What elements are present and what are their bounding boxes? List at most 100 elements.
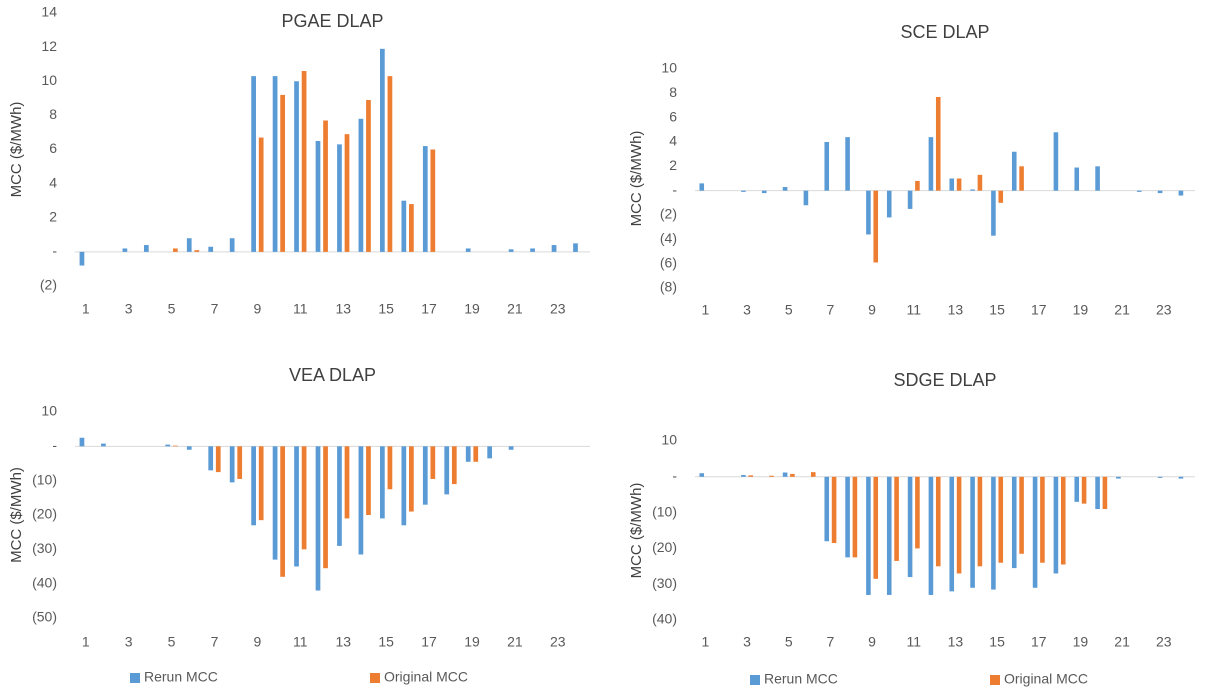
y-tick-label: (10) <box>32 471 57 487</box>
x-tick-label: 9 <box>868 634 876 650</box>
bar <box>845 137 850 191</box>
bar <box>122 248 128 252</box>
x-tick-label: 7 <box>827 634 835 650</box>
bar <box>344 446 350 519</box>
y-tick-label: 8 <box>49 106 57 122</box>
chart-title: SDGE DLAP <box>893 370 996 390</box>
bar <box>1040 476 1045 563</box>
x-tick-label: 17 <box>1031 302 1047 318</box>
bar <box>430 446 436 479</box>
y-tick-label: - <box>672 468 677 484</box>
bar <box>803 190 809 206</box>
bar <box>337 144 342 252</box>
x-tick-label: 15 <box>378 301 394 317</box>
x-tick-label: 23 <box>1156 634 1172 650</box>
bar <box>991 190 996 236</box>
bar <box>79 437 85 447</box>
bar <box>315 446 321 591</box>
bar <box>409 446 414 512</box>
bar <box>1053 476 1059 574</box>
bar <box>422 446 428 505</box>
bar <box>886 476 892 595</box>
bar <box>208 446 214 471</box>
bar <box>991 476 996 590</box>
x-tick-label: 5 <box>785 302 793 318</box>
bar <box>172 248 178 252</box>
bar <box>907 190 913 209</box>
bar <box>358 446 364 555</box>
bar <box>172 445 178 447</box>
legend-label: Original MCC <box>1004 671 1088 687</box>
y-tick-label: (2) <box>660 206 677 222</box>
bar <box>810 472 816 477</box>
y-tick-label: (2) <box>40 277 57 293</box>
x-tick-label: 11 <box>906 634 921 650</box>
bar <box>258 446 264 521</box>
y-tick-label: (8) <box>660 279 677 295</box>
bar <box>401 446 407 526</box>
bar <box>998 476 1004 563</box>
bar <box>935 476 941 567</box>
y-axis-title: MCC ($/MWh) <box>628 131 645 227</box>
bar <box>790 473 795 477</box>
bar <box>845 476 850 558</box>
bar <box>782 187 788 191</box>
bar <box>401 200 407 252</box>
bar <box>1032 476 1038 588</box>
x-tick-label: 19 <box>1073 302 1089 318</box>
bar <box>251 446 256 526</box>
x-tick-label: 5 <box>785 634 793 650</box>
y-tick-label: 2 <box>49 208 57 224</box>
bar <box>748 475 754 477</box>
bar <box>272 446 278 560</box>
x-tick-label: 11 <box>293 634 308 650</box>
bar <box>323 446 328 569</box>
x-tick-label: 1 <box>82 634 90 650</box>
bar <box>928 476 934 595</box>
x-tick-label: 19 <box>464 301 480 317</box>
bar <box>782 472 788 477</box>
bar <box>970 476 975 588</box>
legend-swatch <box>990 675 1000 685</box>
y-tick-label: (10) <box>652 503 677 519</box>
x-tick-label: 15 <box>989 302 1005 318</box>
bar <box>1081 476 1087 504</box>
bar <box>258 137 264 252</box>
y-axis-title: MCC ($/MWh) <box>8 467 25 563</box>
bar <box>487 446 493 459</box>
x-tick-label: 1 <box>702 302 710 318</box>
y-tick-label: 2 <box>669 157 677 173</box>
bar <box>315 140 321 252</box>
bar <box>886 190 892 218</box>
bar <box>301 446 307 550</box>
x-tick-label: 9 <box>253 301 261 317</box>
x-tick-label: 13 <box>335 634 351 650</box>
bar <box>1011 151 1017 191</box>
bar <box>928 137 934 191</box>
x-tick-label: 7 <box>211 301 219 317</box>
bar <box>573 243 578 252</box>
bar <box>699 473 705 477</box>
x-tick-label: 13 <box>948 634 964 650</box>
bar <box>1116 476 1121 479</box>
bar <box>915 476 920 549</box>
bar <box>1095 166 1100 191</box>
bar <box>1011 476 1017 569</box>
bar <box>935 96 941 191</box>
chart-title: PGAE DLAP <box>281 11 383 31</box>
bar <box>143 245 149 252</box>
y-tick-label: (20) <box>32 506 57 522</box>
bar <box>301 71 307 252</box>
y-tick-label: (40) <box>32 574 57 590</box>
x-tick-label: 15 <box>989 634 1005 650</box>
x-tick-label: 11 <box>293 301 308 317</box>
x-tick-label: 21 <box>507 301 523 317</box>
bar <box>956 476 962 574</box>
bar <box>294 81 299 252</box>
y-tick-label: - <box>672 181 677 197</box>
x-tick-label: 23 <box>550 634 566 650</box>
bar <box>699 183 705 191</box>
legend-swatch <box>130 673 140 683</box>
bar <box>1074 476 1080 502</box>
legend-label: Rerun MCC <box>764 671 838 687</box>
